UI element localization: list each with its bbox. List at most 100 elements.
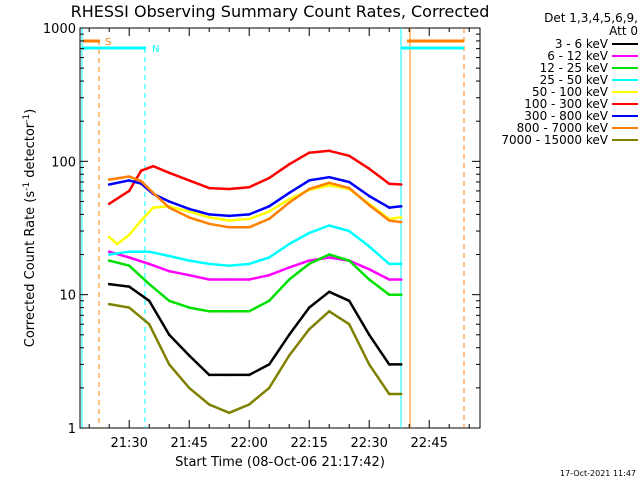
series-point [107,178,111,181]
series-point [347,322,351,326]
series-point [227,219,231,222]
series-point [167,254,171,258]
series-point [127,233,131,237]
series-point [247,185,251,189]
series-point [307,306,311,309]
series-point [247,403,251,406]
series-point [167,171,171,175]
series-point [287,191,291,195]
legend-swatch [612,115,638,117]
series-point [347,259,351,262]
series-point [307,259,311,262]
series-line-6-12-kev [108,250,402,281]
chart-title: RHESSI Observing Summary Count Rates, Co… [71,2,490,21]
series-point [307,151,311,154]
attenuator-flag-layer: SN [81,28,465,428]
series-point [227,226,231,229]
series-point [247,278,251,281]
series-point [367,203,371,207]
series-point [267,299,271,303]
y-label-part-3: ) [23,109,38,114]
series-point [151,191,155,195]
legend-label: 100 - 300 keV [524,97,608,111]
series-point [247,226,251,229]
series-point [247,262,251,266]
series-point [187,259,191,262]
legend-label: 800 - 7000 keV [516,121,608,135]
y-axis-label: Corrected Count Rate (s-1 detector-1) [22,109,38,347]
series-point [139,179,143,183]
series-point [367,268,371,271]
series-point [167,206,171,209]
series-point [327,149,331,153]
legend-label: 50 - 100 keV [531,85,608,99]
series-point [187,273,191,277]
legend-label: 7000 - 15000 keV [501,133,608,147]
series-point [267,210,271,213]
series-point [267,256,271,259]
series-point [267,273,271,277]
series-point [147,282,151,286]
x-axis-label: Start Time (08-Oct-06 21:17:42) [175,455,385,470]
series-point [327,253,331,256]
series-point [327,290,331,294]
y-label-part-2: detector [23,122,38,182]
legend-item: 100 - 300 keV [474,97,638,111]
series-point [151,206,155,209]
series-point [187,179,191,182]
x-tick-label: 21:30 [110,436,147,451]
series-point [327,224,331,227]
series-point [287,266,291,269]
legend-label: 300 - 800 keV [524,109,608,123]
series-point [287,333,291,337]
series-point [307,328,311,331]
series-point [387,392,391,396]
series-point [327,256,331,259]
series-point [399,392,403,396]
series-point [147,262,151,266]
series-point [287,163,291,166]
series-point [127,285,131,288]
legend-item: 800 - 7000 keV [474,121,638,135]
series-point [115,242,119,246]
series-point [267,386,271,390]
legend-label: 12 - 25 keV [539,61,608,75]
series-point [367,245,371,248]
y-tick-label: 100 [51,155,76,170]
series-point [399,262,403,266]
legend-label: 25 - 50 keV [539,73,608,87]
series-point [307,179,311,182]
series-point [147,299,151,303]
x-tick-label: 22:30 [350,436,387,451]
series-point [247,373,251,377]
series-point [207,310,211,313]
series-point [187,216,191,219]
flag-n-label: N [152,44,159,55]
series-point [187,354,191,357]
flag-s-label: S [105,37,111,48]
y-tick-label: 10 [59,289,76,304]
series-point [307,187,311,191]
legend-item: 3 - 6 keV [474,37,638,51]
series-point [107,183,111,186]
series-point [147,250,151,253]
series-point [247,213,251,216]
series-point [167,269,171,273]
series-point [247,310,251,313]
series-point [367,333,371,337]
legend-rows: 3 - 6 keV 6 - 12 keV 12 - 25 keV 25 - 50 ke… [474,37,638,147]
series-point [367,278,371,281]
series-point [367,363,371,366]
series-point [387,219,391,222]
series-point [399,363,403,366]
x-tick-label: 22:00 [230,436,267,451]
series-point [399,220,403,224]
legend: Det 1,3,4,5,6,9, Att 0 3 - 6 keV 6 - 12 k… [474,12,638,147]
series-point [227,214,231,218]
series-point [227,187,231,191]
legend-item: 50 - 100 keV [474,85,638,99]
series-point [287,197,291,201]
series-point [167,363,171,366]
legend-label: 6 - 12 keV [547,49,608,63]
